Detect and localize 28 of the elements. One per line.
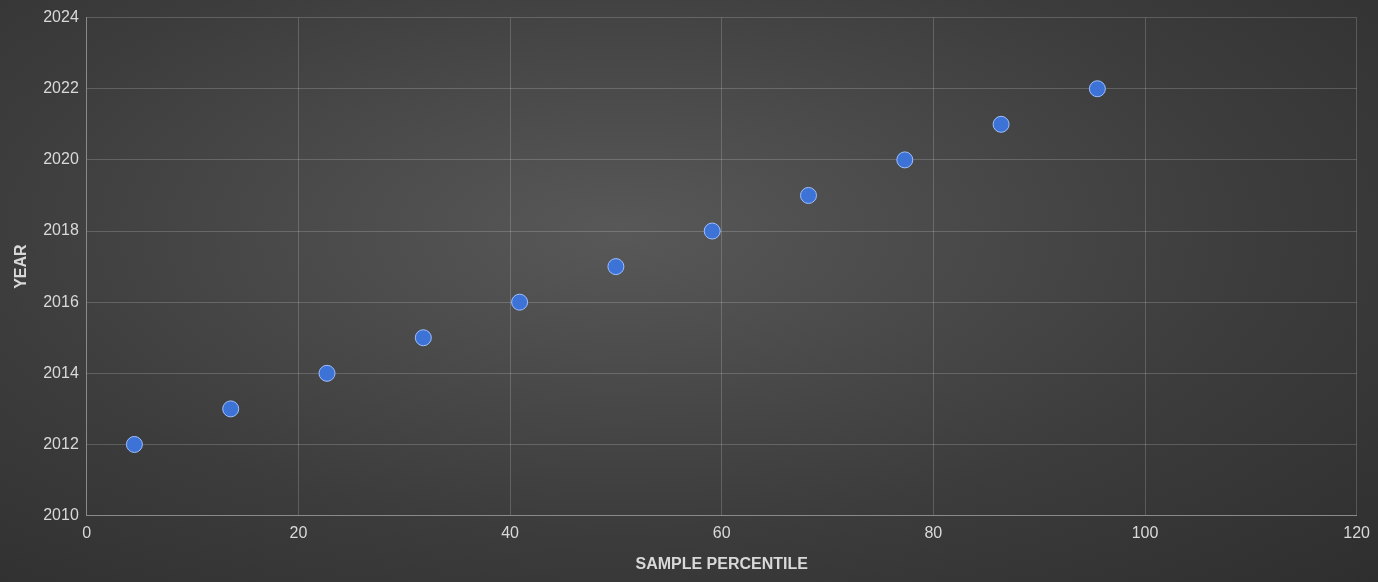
point (896, 151, 914, 169)
y-tick-label: 2016 (43, 292, 79, 310)
x-tick-label: 0 (82, 523, 92, 541)
point (607, 258, 625, 276)
point (511, 293, 529, 311)
x-tick-label: 80 (924, 523, 943, 541)
y-axis-title: YEAR (12, 243, 30, 289)
x-tick-label: 60 (712, 523, 731, 541)
x-axis-title: SAMPLE PERCENTILE (635, 554, 809, 572)
point (800, 186, 817, 204)
y-tick-label: 2014 (43, 363, 79, 381)
point (992, 115, 1010, 133)
y-tick-label: 2012 (43, 434, 79, 452)
y-tick-label: 2022 (43, 79, 79, 97)
y-tick-label: 2018 (43, 221, 79, 239)
x-tick-label: 100 (1131, 523, 1159, 541)
x-tick-label: 120 (1343, 523, 1371, 541)
point (703, 222, 721, 240)
point (125, 435, 143, 453)
point (318, 364, 336, 382)
point (414, 329, 432, 347)
y-tick-label: 2024 (43, 8, 79, 26)
y-tick-label: 2010 (43, 506, 79, 524)
y-tick-label: 2020 (43, 150, 79, 168)
point (1088, 80, 1106, 98)
point (222, 400, 240, 418)
x-tick-label: 20 (289, 523, 308, 541)
x-tick-label: 40 (501, 523, 520, 541)
